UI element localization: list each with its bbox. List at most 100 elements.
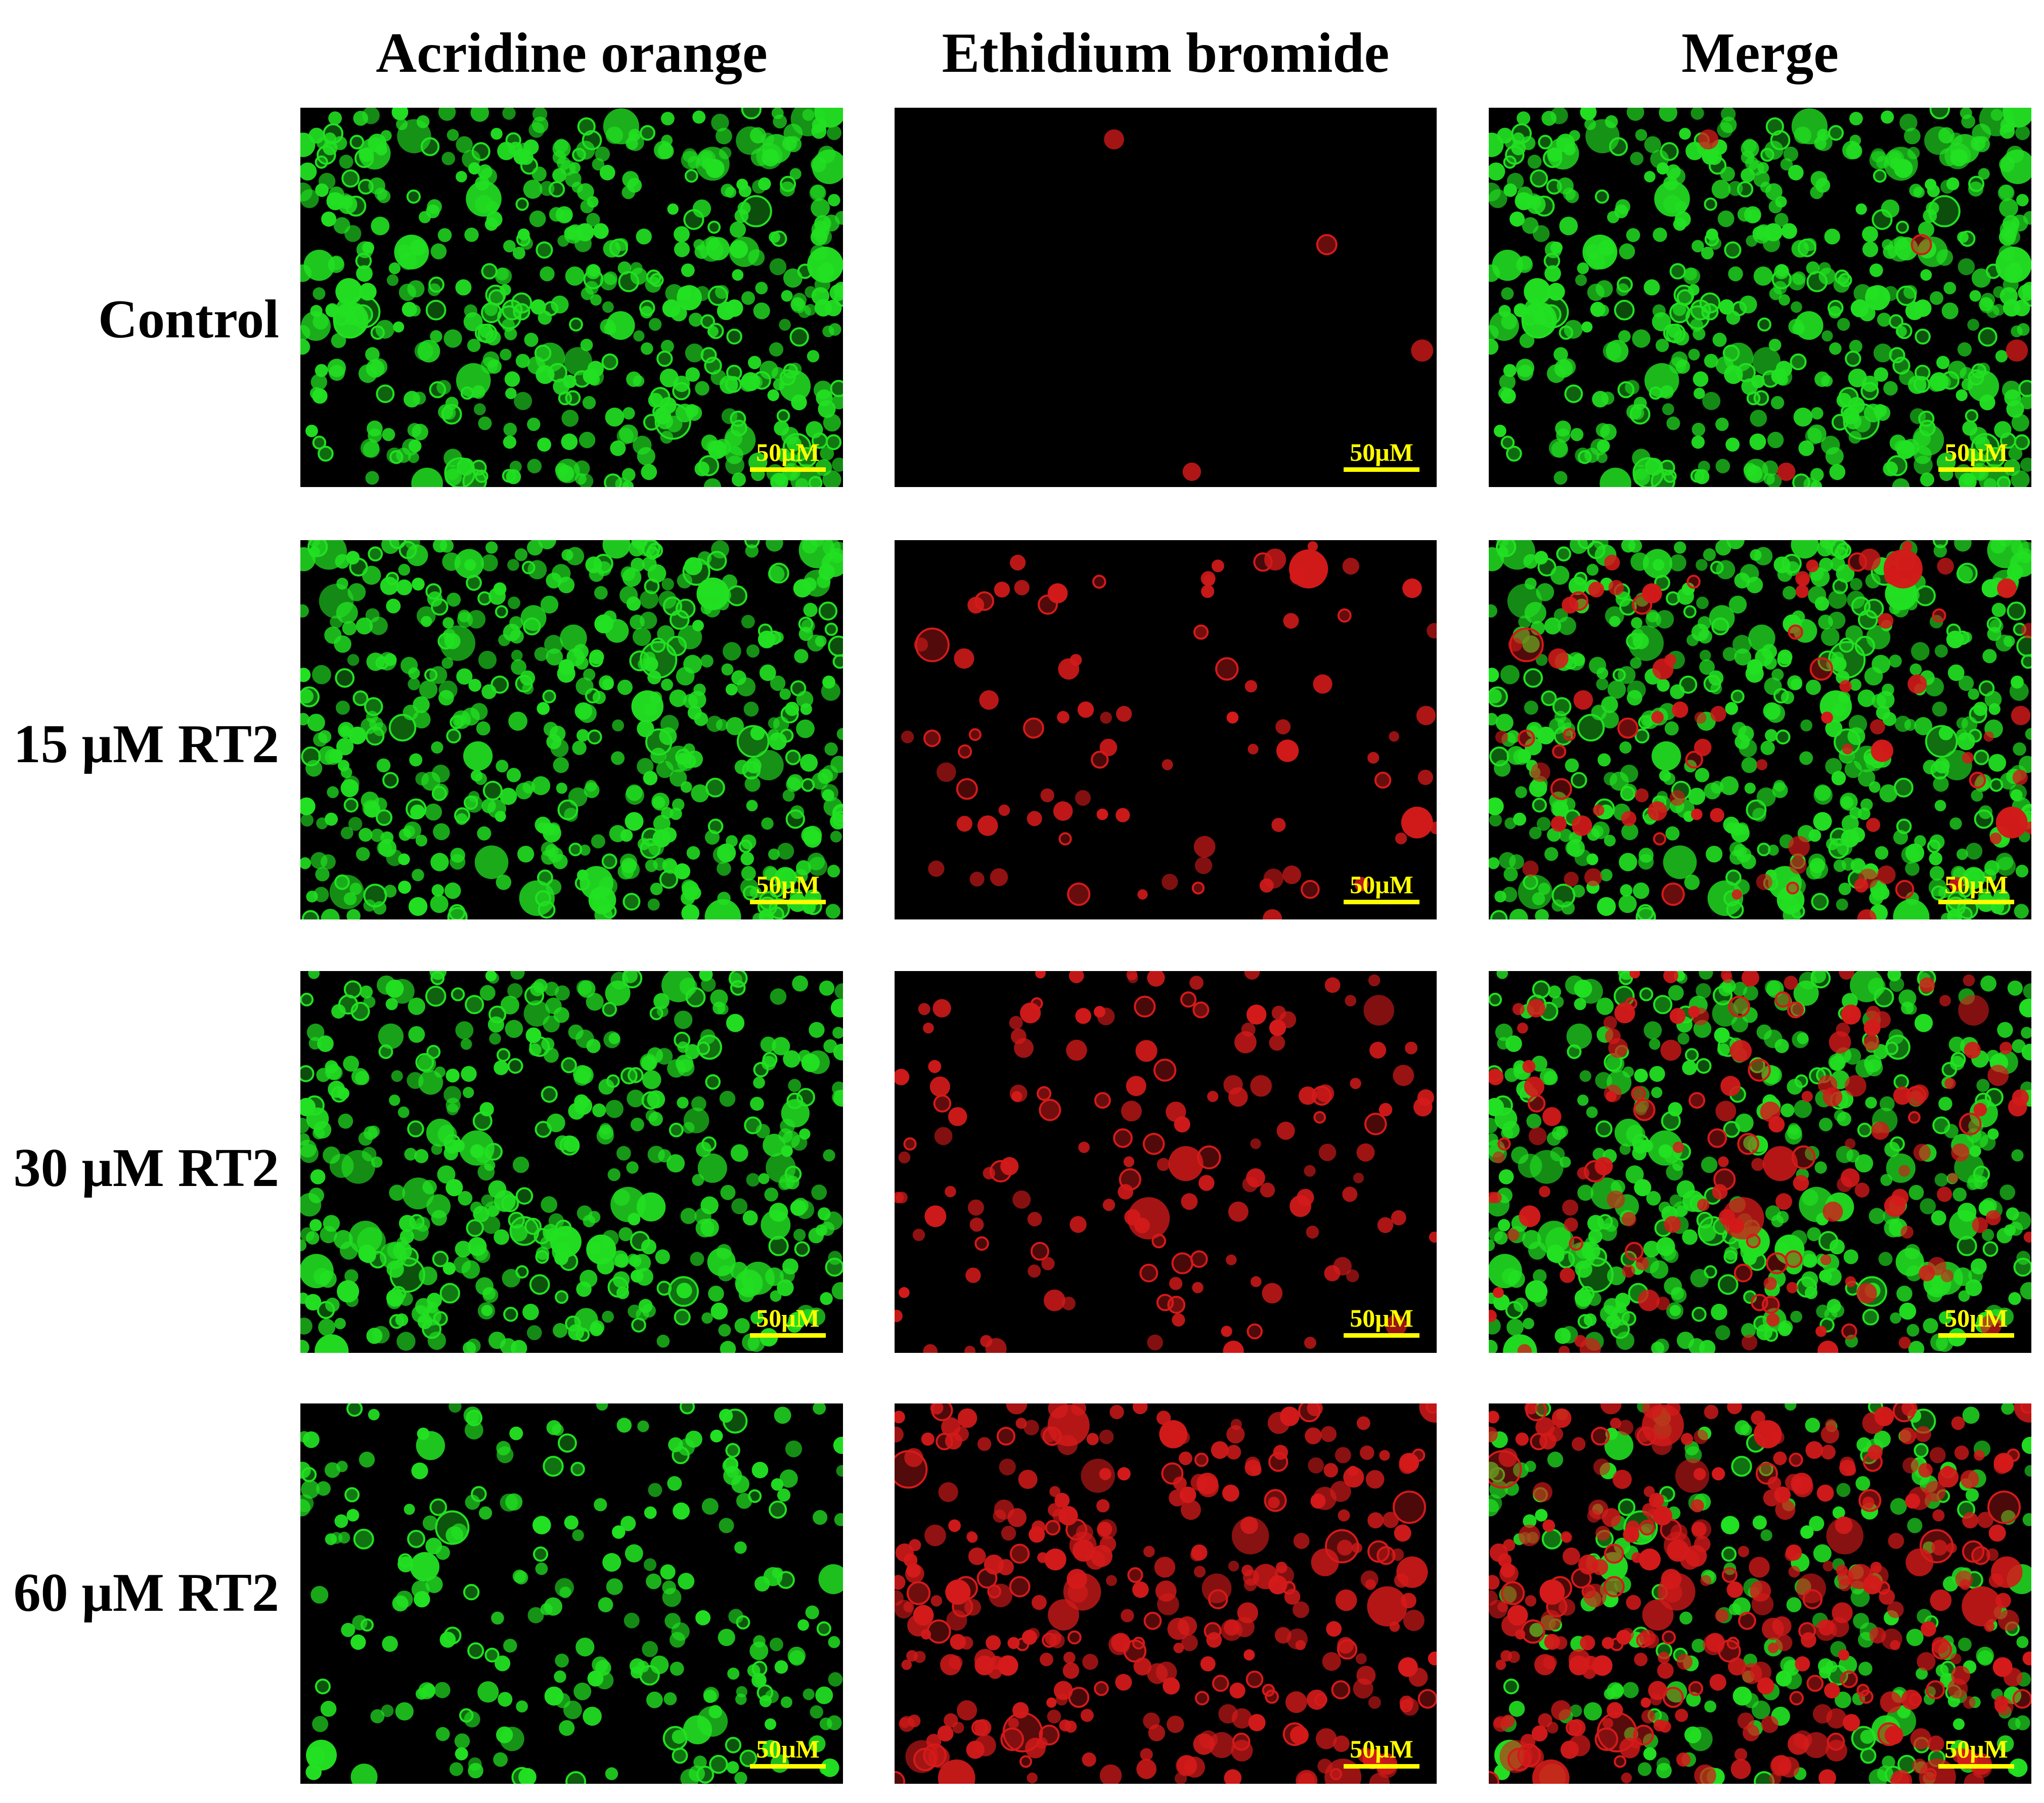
cell <box>1566 1720 1582 1736</box>
cell <box>648 318 662 331</box>
cell <box>803 1688 815 1700</box>
cell <box>1176 1430 1190 1444</box>
cell <box>384 653 397 667</box>
cell <box>371 1156 383 1168</box>
cell <box>1790 353 1807 371</box>
cell <box>1562 596 1579 614</box>
cell <box>1675 1459 1710 1493</box>
cell <box>774 1660 788 1674</box>
cell <box>1889 434 1906 452</box>
cell <box>780 181 795 197</box>
cell <box>620 1516 636 1531</box>
cell <box>1971 1258 1987 1274</box>
cell <box>1553 471 1568 485</box>
cell <box>2015 1715 2030 1731</box>
cell <box>734 1318 750 1334</box>
cell <box>300 1133 310 1146</box>
cell <box>1738 1546 1750 1558</box>
cell <box>1664 1216 1681 1233</box>
cell <box>1529 826 1542 840</box>
cell <box>1995 807 2028 839</box>
cell <box>1726 1581 1743 1598</box>
scale-bar: 50μM <box>1938 438 2014 472</box>
cell <box>557 664 575 683</box>
cell <box>1966 843 1983 860</box>
cell <box>1096 808 1108 820</box>
cell <box>1097 1521 1113 1537</box>
cell <box>1896 818 1912 834</box>
cell <box>796 1088 815 1107</box>
cell <box>1790 1310 1802 1323</box>
cell <box>1228 1087 1248 1107</box>
cell <box>1925 725 1958 758</box>
cell <box>1999 432 2017 449</box>
cell <box>2014 1403 2031 1423</box>
cell <box>2009 1758 2028 1777</box>
cell <box>1094 1681 1109 1696</box>
cell <box>602 301 614 313</box>
cell <box>678 625 702 649</box>
cell <box>1591 825 1604 838</box>
cell <box>1711 1303 1727 1321</box>
cell <box>1498 1448 1518 1467</box>
cell <box>1547 1426 1564 1442</box>
cell <box>1619 971 1633 985</box>
cell <box>1515 192 1528 205</box>
cell <box>1535 1509 1548 1522</box>
cell <box>1704 197 1717 211</box>
cell <box>1215 657 1239 681</box>
cell <box>1009 1544 1030 1564</box>
cell <box>1001 1525 1016 1541</box>
cell <box>1137 889 1148 900</box>
cell <box>1679 127 1691 140</box>
cell <box>1012 1190 1031 1209</box>
cell <box>1617 717 1639 739</box>
cell <box>310 852 328 869</box>
cell <box>1909 184 1923 197</box>
cell <box>436 380 451 395</box>
cell <box>1742 1007 1758 1023</box>
cell <box>1891 1189 1909 1206</box>
cell <box>1829 305 1842 319</box>
cell <box>1040 1426 1057 1443</box>
cell <box>667 203 679 215</box>
cell <box>969 871 985 887</box>
cell <box>701 977 716 992</box>
cell <box>711 540 729 559</box>
cell <box>444 465 460 480</box>
cell <box>734 1772 747 1784</box>
cell <box>526 1325 542 1340</box>
cell <box>598 876 618 896</box>
cell <box>605 1100 624 1118</box>
cell <box>1768 338 1782 351</box>
scale-bar-line <box>1344 1764 1419 1769</box>
cell <box>514 1570 528 1585</box>
cell <box>1869 263 1883 277</box>
scale-bar-label: 50μM <box>1944 1735 2008 1763</box>
cell <box>1399 1458 1415 1474</box>
cell <box>967 1532 978 1543</box>
cell <box>336 602 358 624</box>
cell <box>1741 971 1759 987</box>
cell <box>1665 826 1680 841</box>
cell <box>1490 1192 1502 1204</box>
cell <box>475 176 490 191</box>
cell <box>1766 1313 1780 1327</box>
cell <box>1828 590 1847 609</box>
scale-bar-label: 50μM <box>1944 870 2008 899</box>
cell <box>1986 1049 2000 1063</box>
cell <box>1234 1031 1257 1053</box>
cell <box>431 741 443 754</box>
cell <box>659 870 679 889</box>
cell <box>300 162 317 181</box>
cell <box>1914 1443 1929 1458</box>
cell <box>1037 1086 1052 1101</box>
cell <box>1652 1434 1672 1456</box>
cell <box>1734 1263 1753 1283</box>
cell <box>331 1004 346 1019</box>
cell <box>564 347 592 376</box>
cell <box>338 994 359 1015</box>
cell <box>648 392 663 408</box>
cell <box>300 1462 311 1479</box>
cell <box>1743 1135 1759 1151</box>
